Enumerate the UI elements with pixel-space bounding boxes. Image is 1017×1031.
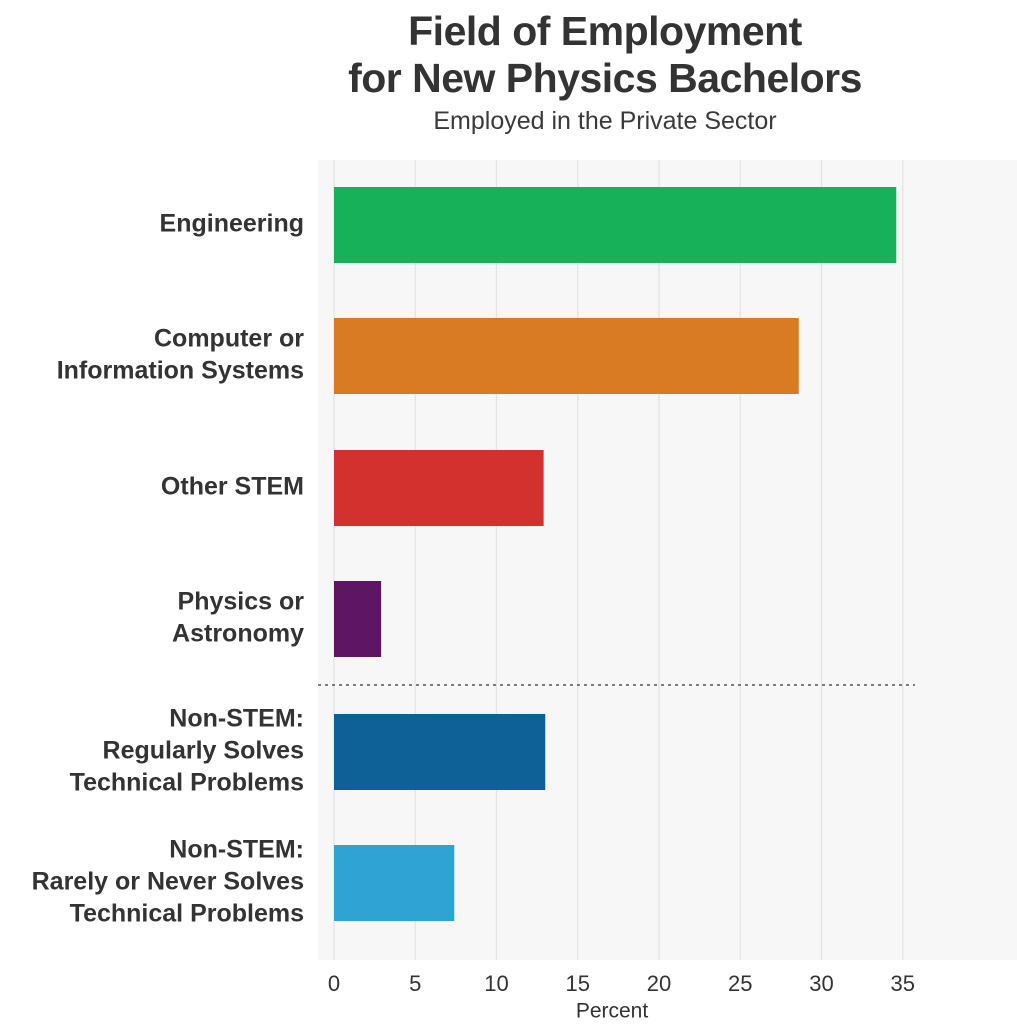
bar-2	[334, 450, 544, 526]
x-tick-label-3: 15	[566, 971, 590, 996]
chart-title-block: Field of Employment for New Physics Bach…	[300, 8, 910, 136]
bar-5	[334, 845, 455, 921]
category-label-1-line-1: Information Systems	[57, 357, 304, 385]
category-label-2-line-0: Other STEM	[161, 473, 304, 501]
x-tick-label-5: 25	[728, 971, 752, 996]
bar-1	[334, 318, 799, 394]
category-label-5-line-1: Rarely or Never Solves	[32, 868, 304, 896]
bar-4	[334, 714, 546, 790]
chart-title-line-1: Field of Employment	[408, 8, 802, 54]
bar-3	[334, 581, 382, 657]
category-label-5-line-2: Technical Problems	[70, 900, 304, 928]
chart-subtitle: Employed in the Private Sector	[433, 107, 777, 135]
x-tick-label-1: 5	[409, 971, 421, 996]
plot-background	[318, 160, 1017, 960]
category-label-3-line-0: Physics or	[178, 588, 305, 616]
category-label-4-line-2: Technical Problems	[70, 769, 304, 797]
x-axis-label: Percent	[576, 1000, 649, 1023]
bar-0	[334, 187, 897, 263]
category-label-4-line-0: Non-STEM:	[169, 705, 304, 733]
x-tick-label-4: 20	[647, 971, 671, 996]
chart-title-line-2: for New Physics Bachelors	[348, 55, 862, 101]
x-tick-label-6: 30	[809, 971, 833, 996]
category-label-0-line-0: Engineering	[160, 210, 304, 238]
x-tick-label-0: 0	[328, 971, 340, 996]
category-label-3-line-1: Astronomy	[172, 620, 304, 648]
category-label-1-line-0: Computer or	[154, 325, 304, 353]
category-label-4-line-1: Regularly Solves	[103, 737, 304, 765]
category-label-5-line-0: Non-STEM:	[169, 836, 304, 864]
x-tick-label-7: 35	[891, 971, 915, 996]
x-tick-label-2: 10	[484, 971, 508, 996]
